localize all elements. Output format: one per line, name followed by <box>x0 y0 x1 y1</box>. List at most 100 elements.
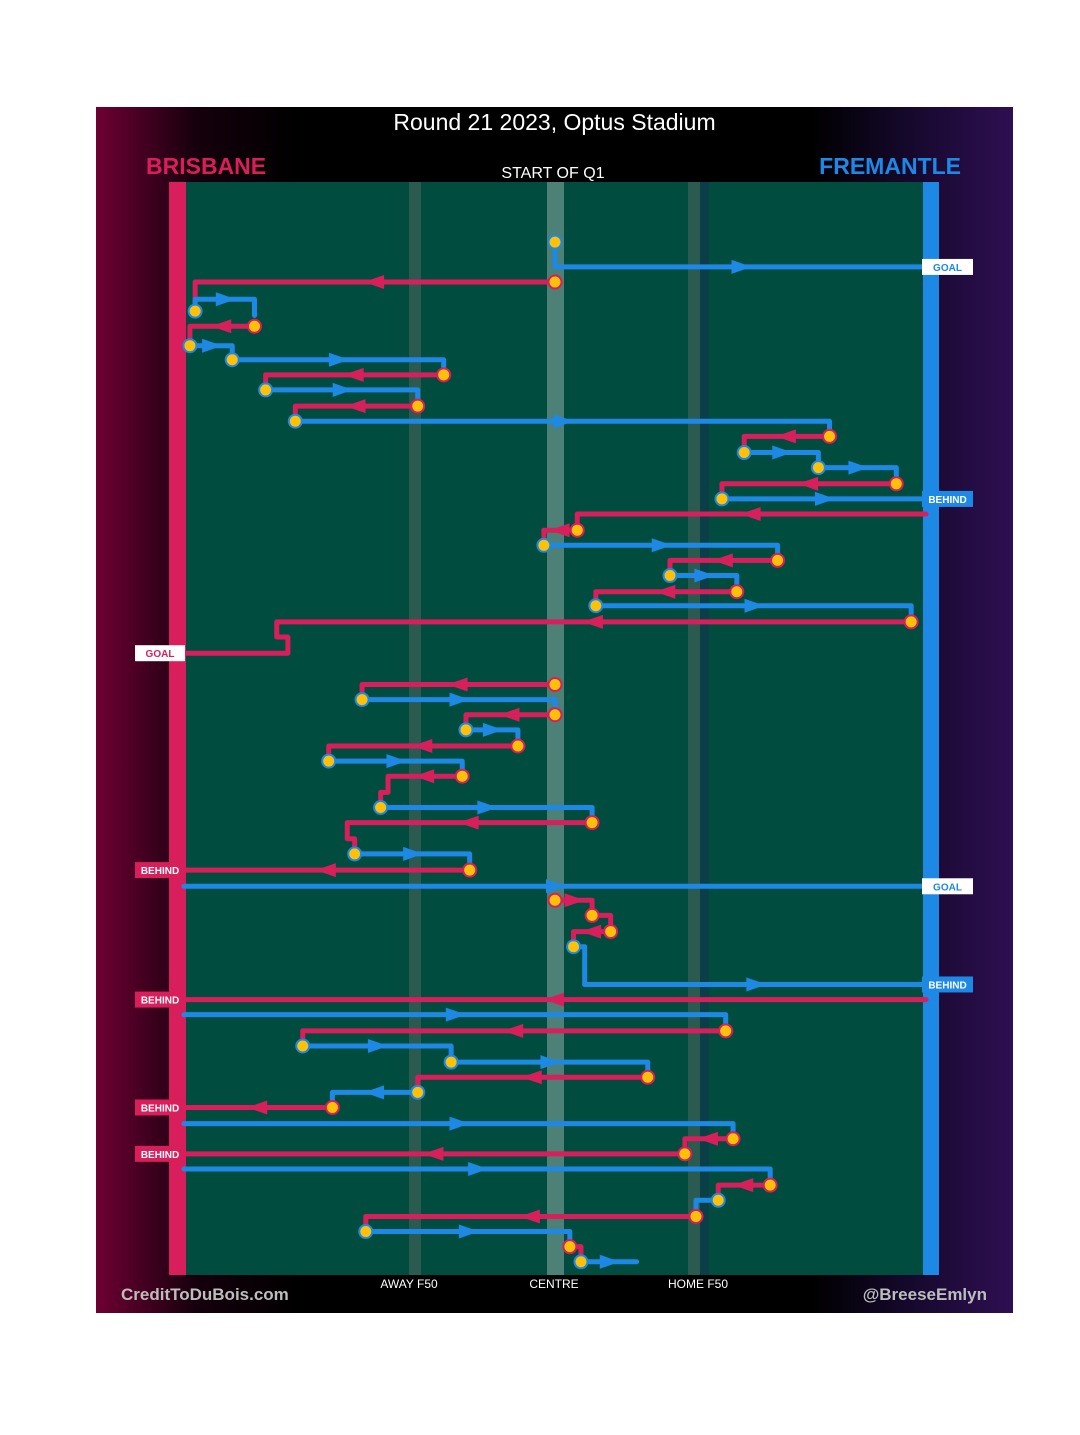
chain-47-arrow <box>247 1100 268 1115</box>
outcome-tag-label-1: GOAL <box>933 263 962 274</box>
chain-54-start-marker <box>688 1208 704 1224</box>
chain-23-arrow <box>582 614 603 629</box>
chain-49-start-marker <box>725 1131 741 1147</box>
chain-37-start-marker <box>584 907 600 923</box>
chain-10-arrow <box>553 414 574 429</box>
chain-56-start-marker <box>562 1239 578 1255</box>
outcome-tag-label-34: BEHIND <box>141 866 179 877</box>
outcome-tag-label-15: BEHIND <box>928 495 966 506</box>
outcome-tag-label-23: GOAL <box>146 649 175 660</box>
chain-11-start-marker <box>822 428 838 444</box>
team-right-label: FREMANTLE <box>819 153 961 179</box>
chain-30-arrow <box>414 769 435 784</box>
chain-52-arrow <box>733 1178 754 1193</box>
chain-8-start-marker <box>258 382 274 398</box>
chain-35-arrow <box>546 879 566 894</box>
chain-12-start-marker <box>736 445 752 461</box>
chain-2-start-marker <box>547 274 563 290</box>
chain-19-arrow <box>712 553 733 568</box>
chain-11-arrow <box>775 429 796 444</box>
outcome-tag-label-35: GOAL <box>933 882 962 893</box>
chain-45-arrow <box>521 1070 542 1085</box>
chain-16-arrow <box>740 507 761 522</box>
chain-51-arrow <box>468 1161 489 1176</box>
chain-52-start-marker <box>762 1177 778 1193</box>
chain-36-start-marker <box>547 892 563 908</box>
chain-26-arrow <box>499 707 520 722</box>
outcome-tag-39 <box>922 976 973 993</box>
chain-34-arrow <box>315 863 336 878</box>
chain-30 <box>378 773 465 811</box>
chain-29-arrow <box>386 754 407 769</box>
chain-14-arrow <box>798 476 819 491</box>
chain-25-start-marker <box>354 692 370 708</box>
chain-24-start-marker <box>547 676 563 692</box>
chain-6-start-marker <box>224 352 240 368</box>
chain-15-arrow <box>814 491 835 506</box>
outcome-tag-label-40: BEHIND <box>141 996 179 1007</box>
outcome-tag-1 <box>922 258 973 275</box>
chain-3-start-marker <box>187 303 203 319</box>
chain-53-start-marker <box>710 1192 726 1208</box>
chain-32 <box>344 820 595 857</box>
credit-website: CreditToDuBois.com <box>121 1285 289 1304</box>
outcome-tag-label-47: BEHIND <box>141 1103 179 1114</box>
chain-31-start-marker <box>373 800 389 816</box>
chain-3-arrow <box>215 292 236 307</box>
chain-18-arrow <box>651 538 672 553</box>
chain-4-arrow <box>211 319 232 334</box>
chain-48-arrow <box>449 1116 470 1131</box>
chain-41-arrow <box>445 1007 466 1022</box>
chain-57-arrow <box>599 1254 620 1269</box>
outcome-tags: GOAL BEHIND GOAL BEHIND GOAL BEHIND BEHIND BEHI… <box>135 258 973 1162</box>
chain-33-arrow <box>403 846 424 861</box>
chain-17-start-marker <box>569 522 585 538</box>
chain-14-start-marker <box>888 476 904 492</box>
credit-handle: @BreeseEmlyn <box>862 1285 987 1304</box>
chain-57-start-marker <box>573 1254 589 1270</box>
chain-54-arrow <box>519 1209 540 1224</box>
chain-38-arrow <box>581 924 602 939</box>
x-tick-home-f50: HOME F50 <box>667 1277 728 1291</box>
chain-23 <box>181 619 914 656</box>
chain-2-arrow <box>364 275 385 290</box>
chain-30-start-marker <box>454 768 470 784</box>
chart-frame: GOAL BEHIND GOAL BEHIND GOAL BEHIND BEHIND BEHI… <box>96 107 1013 1313</box>
outcome-tag-34 <box>135 862 185 879</box>
chain-1-start-marker <box>547 234 563 250</box>
chain-20-start-marker <box>662 568 678 584</box>
chain-4-start-marker <box>246 318 262 334</box>
x-tick-away-f50: AWAY F50 <box>380 1277 438 1291</box>
outcome-tag-label-50: BEHIND <box>141 1150 179 1161</box>
outcome-tag-35 <box>922 878 973 895</box>
chain-25-arrow <box>449 692 470 707</box>
chain-46-arrow <box>364 1085 385 1100</box>
chain-7-start-marker <box>436 367 452 383</box>
team-left-label: BRISBANE <box>146 153 267 179</box>
outcome-tag-23 <box>135 645 185 662</box>
chain-22-start-marker <box>588 598 604 614</box>
chain-24-arrow <box>447 677 468 692</box>
home-f50-line <box>688 182 700 1275</box>
chain-33-start-marker <box>347 846 363 862</box>
chain-21-arrow <box>655 584 676 599</box>
outcome-tag-40 <box>135 991 185 1008</box>
chain-42-start-marker <box>718 1023 734 1039</box>
chain-19-start-marker <box>770 552 786 568</box>
chain-36-arrow <box>564 893 585 908</box>
chain-20-arrow <box>694 568 715 583</box>
chain-39-arrow <box>746 977 767 992</box>
chain-28-start-marker <box>510 738 526 754</box>
chain-40-arrow <box>544 992 564 1007</box>
outcome-tag-50 <box>135 1145 185 1162</box>
chain-43-arrow <box>367 1038 388 1053</box>
chain-5-arrow <box>202 338 223 353</box>
period-label: START OF Q1 <box>501 165 605 182</box>
chain-28-arrow <box>412 739 433 754</box>
chain-9-arrow <box>345 399 366 414</box>
chain-32-start-marker <box>584 815 600 831</box>
chain-55-arrow <box>458 1224 479 1239</box>
chain-18-start-marker <box>536 537 552 553</box>
chain-39-start-marker <box>566 939 582 955</box>
centre-line <box>547 182 564 1275</box>
